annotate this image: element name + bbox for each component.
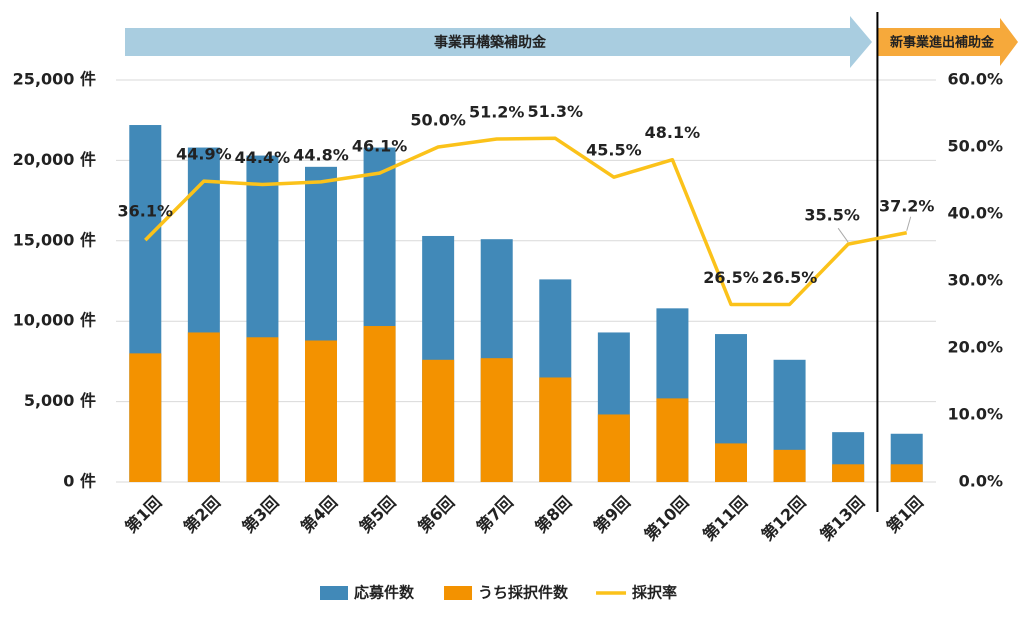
bar xyxy=(187,332,220,482)
legend-label: 採択率 xyxy=(632,584,677,602)
banner-label: 事業再構築補助金 xyxy=(434,34,547,51)
banner-arrow xyxy=(125,16,872,68)
data-label: 44.9% xyxy=(176,145,232,164)
x-tick-label: 第9回 xyxy=(590,493,634,537)
bar xyxy=(480,358,513,482)
y2-tick-label: 0.0% xyxy=(959,472,1003,491)
x-tick-label: 第3回 xyxy=(238,493,282,537)
data-label: 35.5% xyxy=(804,206,860,225)
data-label: 51.2% xyxy=(469,102,525,121)
bar xyxy=(246,337,279,482)
data-label: 36.1% xyxy=(118,202,174,221)
bar xyxy=(715,443,747,482)
leader-line xyxy=(837,227,849,243)
leader-line xyxy=(906,216,912,231)
data-label: 50.0% xyxy=(410,111,466,130)
y-tick-label: 5,000 件 xyxy=(24,391,96,410)
x-tick-label: 第11回 xyxy=(699,493,751,545)
x-tick-label: 第10回 xyxy=(641,493,693,545)
x-tick-label: 第5回 xyxy=(356,493,400,537)
x-tick-label: 第1回 xyxy=(121,493,165,537)
banner-arrow xyxy=(878,18,1018,66)
data-label: 48.1% xyxy=(645,123,701,142)
x-tick-label: 第1回 xyxy=(883,493,927,537)
bar xyxy=(832,464,865,482)
data-label: 44.8% xyxy=(293,145,349,164)
y2-tick-label: 20.0% xyxy=(947,338,1003,357)
y-tick-label: 15,000 件 xyxy=(13,230,96,249)
y2-tick-label: 40.0% xyxy=(947,204,1003,223)
x-tick-label: 第4回 xyxy=(297,493,341,537)
x-tick-label: 第12回 xyxy=(758,493,810,545)
data-label: 26.5% xyxy=(703,268,759,287)
x-tick-label: 第7回 xyxy=(473,493,517,537)
bar xyxy=(422,359,455,482)
x-tick-label: 第8回 xyxy=(531,493,575,537)
legend-label: うち採択件数 xyxy=(478,584,569,602)
data-label: 44.4% xyxy=(235,148,291,167)
bar xyxy=(539,377,572,482)
y2-tick-label: 30.0% xyxy=(947,271,1003,290)
x-tick-label: 第2回 xyxy=(180,493,224,537)
bar xyxy=(129,353,162,482)
bar xyxy=(773,449,806,482)
bar xyxy=(363,326,396,482)
y2-tick-label: 10.0% xyxy=(947,405,1003,424)
bar xyxy=(890,464,923,482)
bar xyxy=(597,414,630,482)
y-tick-label: 20,000 件 xyxy=(13,150,96,169)
legend-label: 応募件数 xyxy=(354,584,415,602)
banner-label: 新事業進出補助金 xyxy=(890,35,995,51)
x-tick-label: 第6回 xyxy=(414,493,458,537)
data-label: 26.5% xyxy=(762,268,818,287)
data-label: 51.3% xyxy=(528,102,584,121)
legend-swatch xyxy=(320,586,348,600)
data-label: 37.2% xyxy=(879,196,935,215)
bar xyxy=(305,340,337,482)
bar xyxy=(656,398,689,482)
y-tick-label: 25,000 件 xyxy=(13,70,96,89)
y2-tick-label: 60.0% xyxy=(947,70,1003,89)
rate-line xyxy=(144,136,908,307)
data-label: 45.5% xyxy=(586,141,642,160)
data-label: 46.1% xyxy=(352,137,408,156)
y2-tick-label: 50.0% xyxy=(947,137,1003,156)
y-tick-label: 10,000 件 xyxy=(13,311,96,330)
legend-swatch xyxy=(444,586,473,600)
y-tick-label: 0 件 xyxy=(63,472,96,491)
x-tick-label: 第13回 xyxy=(816,493,868,545)
